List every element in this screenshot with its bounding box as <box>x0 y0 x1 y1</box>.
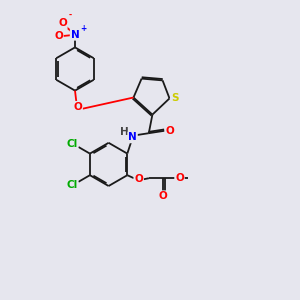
Text: N: N <box>128 132 137 142</box>
Text: O: O <box>165 126 174 136</box>
Text: Cl: Cl <box>66 139 77 149</box>
Text: O: O <box>73 102 82 112</box>
Text: N: N <box>70 30 80 40</box>
Text: O: O <box>58 18 67 28</box>
Text: Cl: Cl <box>66 180 77 190</box>
Text: O: O <box>54 31 63 41</box>
Text: -: - <box>69 11 72 20</box>
Text: +: + <box>80 24 87 33</box>
Text: S: S <box>171 93 178 103</box>
Text: O: O <box>134 174 143 184</box>
Text: O: O <box>159 191 168 201</box>
Text: O: O <box>175 173 184 183</box>
Text: H: H <box>120 127 129 137</box>
